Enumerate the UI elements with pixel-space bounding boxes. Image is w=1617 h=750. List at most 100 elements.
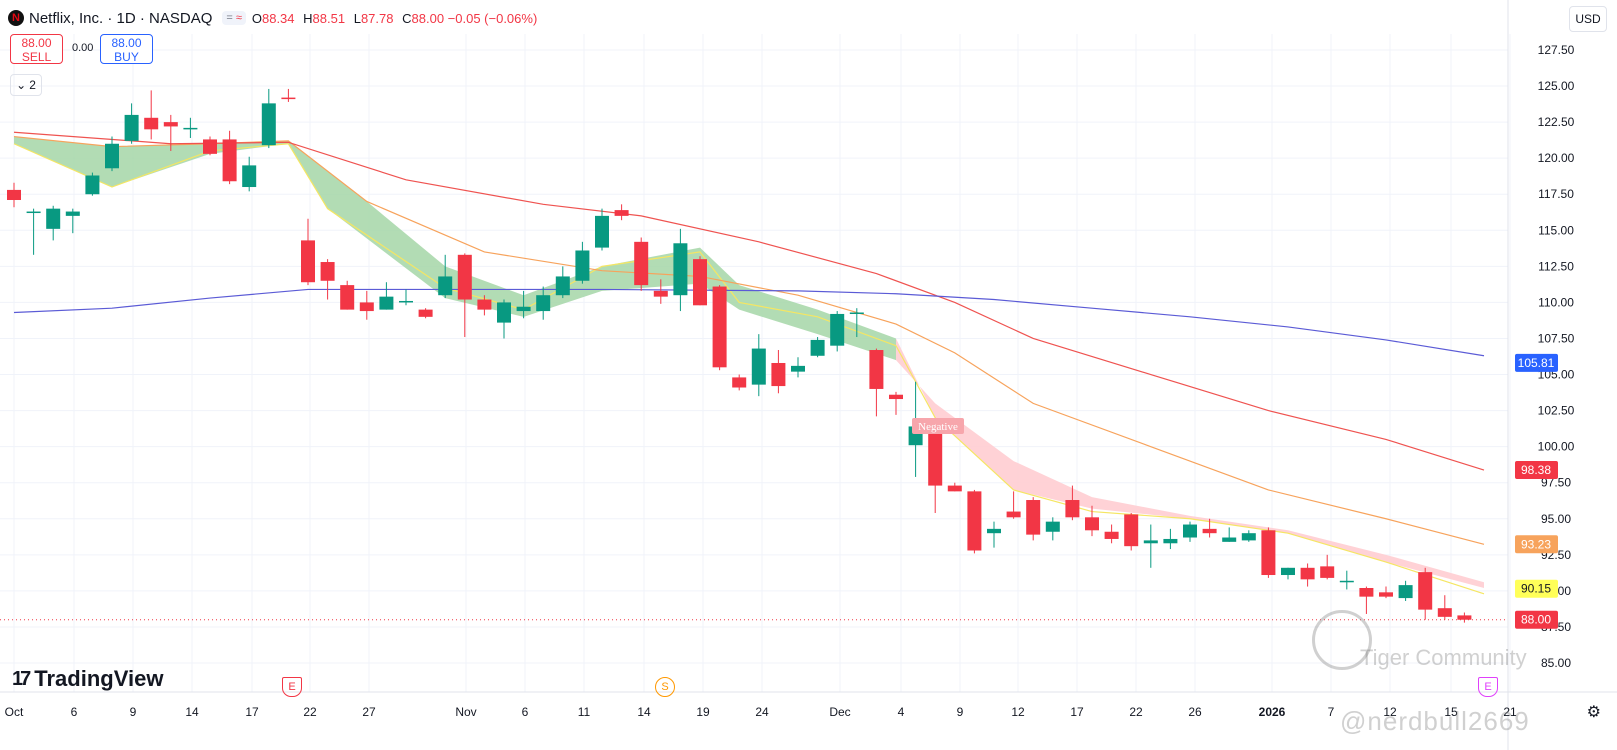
candle-body [1379, 592, 1393, 597]
earnings-event-icon[interactable]: E [282, 677, 302, 697]
symbol-header[interactable]: N Netflix, Inc. · 1D · NASDAQ = ≈ O88.34… [8, 6, 542, 30]
split-event-icon[interactable]: S [655, 677, 675, 697]
x-tick-label: 17 [1070, 705, 1084, 719]
candle-body [281, 97, 296, 100]
time-axis[interactable]: Oct 6 9 14 17 22 27 Nov 6 11 14 19 24 Dec 4 9 12 17 22 26 20… [0, 691, 1617, 719]
x-tick-label: 11 [578, 705, 591, 719]
candle-body [379, 296, 394, 310]
moving-average-line [13, 131, 1485, 471]
x-tick-label: 15 [1444, 705, 1458, 719]
ema-cloud [14, 136, 1484, 588]
candle-body [26, 211, 41, 214]
candle-body [1359, 587, 1374, 597]
candle-body [46, 208, 61, 229]
open-label: O [251, 10, 262, 26]
candle-body [595, 215, 609, 248]
open-value: 88.34 [261, 10, 295, 26]
moving-average-line [13, 143, 1485, 595]
indicators-collapse-button[interactable]: ⌄ 2 [10, 74, 42, 96]
price-label-box [1515, 579, 1558, 598]
candle-body [242, 165, 257, 188]
earnings-event-icon[interactable]: E [1478, 677, 1498, 697]
low-label: L [353, 10, 361, 26]
candle-body [1339, 580, 1354, 583]
chart-grid [0, 34, 1511, 692]
candle-body [163, 122, 178, 127]
y-tick-label: 115.00 [1538, 223, 1574, 237]
y-tick-label: 95.00 [1541, 512, 1571, 526]
candle-body [261, 103, 276, 146]
watermark-community: Tiger Community [1360, 645, 1527, 670]
wave-icon: ≈ [235, 12, 242, 24]
price-label-text: 93.23 [1521, 537, 1551, 551]
price-label: 98.38 [1515, 461, 1558, 480]
x-tick-label: Dec [829, 705, 850, 719]
candle-body [1222, 537, 1237, 542]
price-label-text: 105.81 [1518, 356, 1555, 370]
x-tick-label: 9 [957, 705, 964, 719]
candle-body [712, 286, 727, 368]
candle-body [399, 300, 413, 303]
moving-average-lines [13, 131, 1485, 595]
buy-button[interactable]: 88.00 BUY [100, 34, 153, 64]
candle-body [516, 306, 531, 312]
price-axis[interactable]: 85.0087.5090.0092.5095.0097.50100.00102.… [1507, 0, 1575, 750]
buy-price: 88.00 [111, 36, 142, 50]
indicator-count: 2 [29, 78, 36, 92]
candle-body [359, 302, 374, 312]
candle-body [1457, 615, 1472, 620]
candle-body [1143, 540, 1158, 544]
price-label: 93.23 [1515, 535, 1558, 554]
tradingview-wordmark: TradingView [34, 666, 164, 691]
candle-body [673, 243, 688, 296]
currency-button[interactable]: USD [1569, 6, 1607, 32]
visibility-toggle[interactable]: = ≈ [222, 11, 246, 25]
chevron-down-icon: ⌄ [16, 78, 27, 92]
candle-body [1398, 585, 1413, 599]
symbol-title[interactable]: Netflix, Inc. · 1D · NASDAQ [29, 9, 213, 27]
candle-body [1437, 608, 1452, 617]
candle-body [477, 299, 492, 310]
close-label: C [402, 10, 412, 26]
candle-body [987, 528, 1001, 534]
sell-price: 88.00 [21, 36, 52, 50]
x-tick-label: 22 [303, 705, 317, 719]
price-label-text: 98.38 [1521, 463, 1551, 477]
candle-body [1104, 531, 1119, 539]
candle-body [889, 394, 903, 400]
x-tick-label: 2026 [1259, 705, 1286, 719]
price-label-box [1515, 610, 1558, 629]
gear-icon[interactable]: ⚙ [1586, 704, 1601, 721]
price-label-box [1515, 535, 1558, 554]
buy-label: BUY [114, 50, 139, 64]
price-label: 88.00 [1515, 610, 1558, 629]
ohlc-values: O88.34 H88.51 L87.78 C88.00 −0.05 (−0.06… [252, 11, 542, 26]
sell-button[interactable]: 88.00 SELL [10, 34, 63, 64]
x-tick-label: 27 [362, 705, 376, 719]
candle-body [222, 139, 237, 182]
y-tick-label: 127.50 [1538, 43, 1575, 57]
candle-body [1124, 514, 1139, 547]
candle-body [693, 259, 707, 306]
y-tick-label: 110.00 [1538, 295, 1574, 309]
candle-body [614, 210, 629, 216]
tiger-community-logo [1312, 610, 1372, 670]
y-tick-label: 107.50 [1538, 331, 1575, 345]
tradingview-logo[interactable]: 17 TradingView [12, 666, 163, 692]
x-tick-label: 7 [1328, 705, 1335, 719]
candle-body [536, 295, 551, 312]
price-label-text: 90.15 [1521, 582, 1551, 596]
x-tick-label: 6 [71, 705, 78, 719]
candlestick-series: Negative [0, 88, 1508, 623]
candle-body [1281, 567, 1295, 576]
x-tick-label: Oct [5, 705, 24, 719]
y-tick-label: 122.50 [1538, 115, 1575, 129]
candle-body [1241, 533, 1256, 541]
low-value: 87.78 [360, 10, 394, 26]
y-tick-label: 97.50 [1541, 476, 1571, 490]
spread-value: 0.00 [72, 42, 94, 54]
x-tick-label: 21 [1503, 705, 1517, 719]
high-value: 88.51 [312, 10, 346, 26]
price-label: 105.81 [1515, 353, 1558, 372]
